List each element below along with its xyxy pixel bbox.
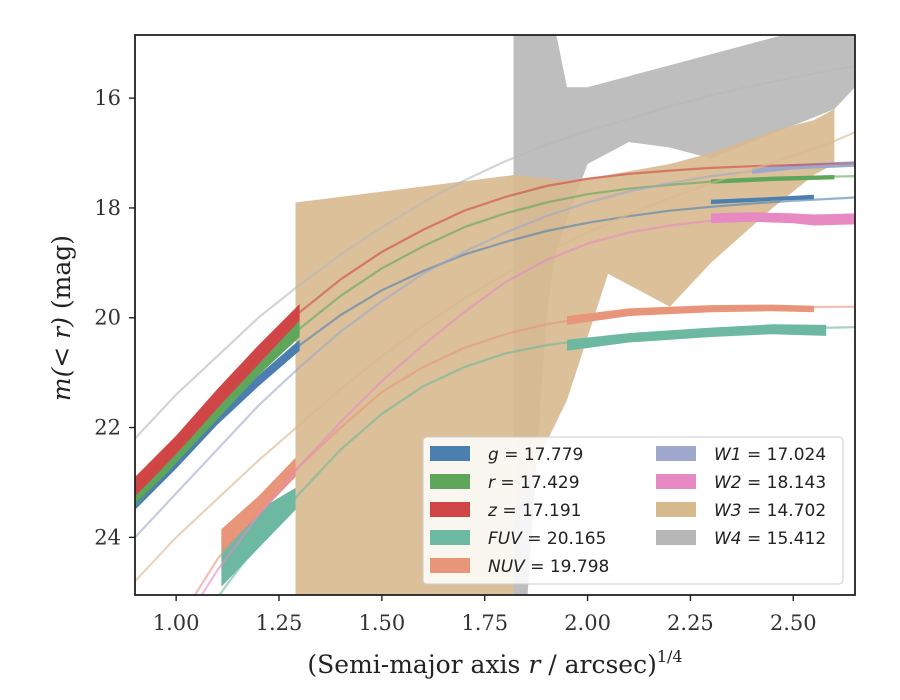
- legend-label-w3: W3 = 14.702: [714, 501, 826, 521]
- x-tick-label: 1.75: [461, 611, 508, 635]
- x-tick-label: 1.25: [256, 611, 303, 635]
- y-axis-ticks: 16 18 20 22 24: [94, 86, 135, 549]
- x-tick-label: 2.50: [770, 611, 817, 635]
- x-axis-label-prefix: (Semi-major axis: [307, 650, 528, 679]
- y-axis-label-math: m(< r): [47, 317, 76, 401]
- plot-frame: [134, 34, 856, 596]
- band-tail-nuv: [567, 304, 814, 325]
- legend-swatch-g: [430, 446, 470, 461]
- legend-label-fuv: FUV = 20.165: [488, 529, 606, 549]
- y-tick-label: 16: [94, 86, 121, 110]
- legend-swatch-z: [430, 502, 470, 517]
- legend-label-w1: W1 = 17.024: [714, 445, 826, 465]
- legend-swatch-w2: [656, 474, 696, 489]
- band-nuv: [221, 457, 296, 552]
- legend-swatch-w4: [656, 530, 696, 545]
- x-tick-label: 1.00: [153, 611, 200, 635]
- legend-box: [422, 436, 844, 585]
- legend-swatch-r: [430, 474, 470, 489]
- legend-swatch-fuv: [430, 530, 470, 545]
- y-tick-label: 24: [94, 525, 121, 549]
- legend-swatch-w3: [656, 502, 696, 517]
- x-tick-label: 2.25: [667, 611, 714, 635]
- legend-label-z: z = 17.191: [487, 501, 581, 521]
- legend-label-nuv: NUV = 19.798: [488, 557, 609, 577]
- legend-label-w2: W2 = 18.143: [714, 473, 826, 493]
- fit-line-r: [135, 175, 855, 500]
- x-axis-label-suffix: / arcsec): [540, 650, 657, 679]
- y-tick-label: 18: [94, 196, 121, 220]
- x-tick-label: 2.00: [564, 611, 611, 635]
- x-axis-label-var: r: [528, 650, 542, 679]
- legend: g = 17.779 r = 17.429 z = 17.191 FUV = 20.1…: [422, 436, 844, 585]
- legend-swatch-w1: [656, 446, 696, 461]
- x-axis-label: (Semi-major axis r / arcsec)1/4: [307, 647, 682, 679]
- x-tick-label: 1.50: [358, 611, 405, 635]
- y-tick-label: 20: [94, 306, 121, 330]
- fit-line-w1: [135, 162, 855, 539]
- band-fuv: [221, 487, 296, 587]
- fit-line-fuv: [217, 326, 855, 595]
- band-w4: [513, 35, 855, 595]
- fit-line-w4: [135, 65, 855, 440]
- fit-line-g: [135, 196, 855, 506]
- y-tick-label: 22: [94, 416, 121, 440]
- fit-curves: [135, 65, 855, 595]
- legend-swatch-nuv: [430, 558, 470, 573]
- x-axis-label-power: 1/4: [657, 647, 683, 666]
- x-axis-ticks: 1.00 1.25 1.50 1.75 2.00 2.25 2.50: [153, 595, 817, 635]
- legend-label-w4: W4 = 15.412: [714, 529, 826, 549]
- fit-line-w3: [135, 131, 855, 583]
- y-axis-label-unit: (mag): [47, 235, 76, 317]
- band-tail-g: [711, 194, 814, 205]
- fit-line-z: [135, 162, 855, 489]
- legend-label-g: g = 17.779: [488, 445, 583, 465]
- y-axis-label: m(< r) (mag): [47, 235, 76, 401]
- legend-label-r: r = 17.429: [488, 473, 580, 493]
- fit-line-w2: [200, 214, 855, 595]
- band-tail-fuv: [567, 324, 827, 351]
